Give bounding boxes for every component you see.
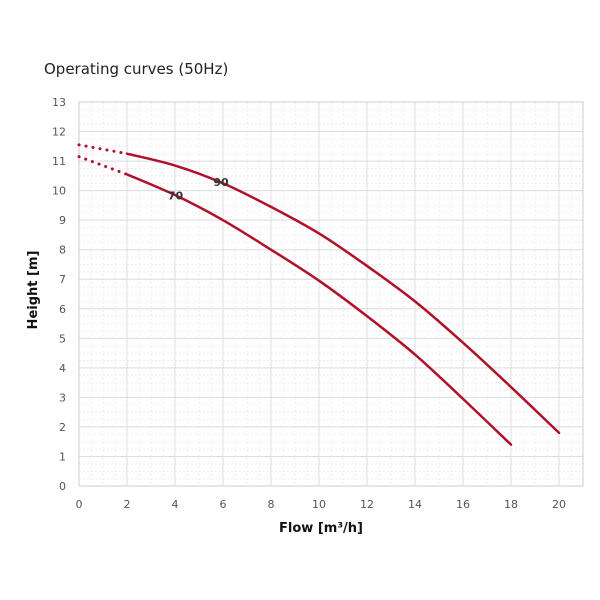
- x-tick-label: 0: [76, 498, 83, 511]
- y-tick-label: 2: [59, 421, 66, 434]
- plot-frame: [78, 101, 584, 487]
- series-labels: 90 70: [168, 176, 229, 202]
- x-tick-label: 8: [268, 498, 275, 511]
- grid: [78, 101, 584, 487]
- y-tick-label: 0: [59, 480, 66, 493]
- x-tick-label: 10: [312, 498, 326, 511]
- series-70-dotted-extension: [77, 155, 129, 176]
- x-tick-label: 20: [552, 498, 566, 511]
- x-tick-label: 18: [504, 498, 518, 511]
- series-90-line: [125, 152, 561, 435]
- series-lines: [77, 143, 561, 446]
- y-tick-label: 7: [59, 273, 66, 286]
- plot-border: [78, 101, 584, 487]
- x-tick-label: 6: [220, 498, 227, 511]
- x-tick-label: 16: [456, 498, 470, 511]
- y-tick-label: 1: [59, 450, 66, 463]
- y-tick-label: 10: [52, 185, 66, 198]
- y-tick-label: 11: [52, 155, 66, 168]
- x-tick-label: 12: [360, 498, 374, 511]
- series-70-line: [125, 173, 513, 446]
- x-axis-label: Flow [m³/h]: [279, 521, 363, 536]
- y-tick-label: 13: [52, 96, 66, 109]
- y-tick-label: 8: [59, 244, 66, 257]
- y-tick-label: 9: [59, 214, 66, 227]
- x-tick-label: 2: [124, 498, 131, 511]
- x-tick-label: 14: [408, 498, 422, 511]
- y-tick-label: 6: [59, 303, 66, 316]
- chart-title: Operating curves (50Hz): [44, 60, 229, 78]
- x-tick-labels: 0 2 4 6 8 10 12 14 16 18 20: [76, 498, 567, 511]
- series-90-label: 90: [213, 176, 229, 189]
- series-90-dotted-extension: [77, 143, 129, 156]
- y-tick-label: 5: [59, 332, 66, 345]
- series-70-label: 70: [168, 189, 184, 202]
- y-axis-label: Height [m]: [26, 251, 41, 330]
- y-tick-label: 4: [59, 362, 66, 375]
- y-tick-label: 3: [59, 391, 66, 404]
- x-tick-label: 4: [172, 498, 179, 511]
- y-tick-label: 12: [52, 126, 66, 139]
